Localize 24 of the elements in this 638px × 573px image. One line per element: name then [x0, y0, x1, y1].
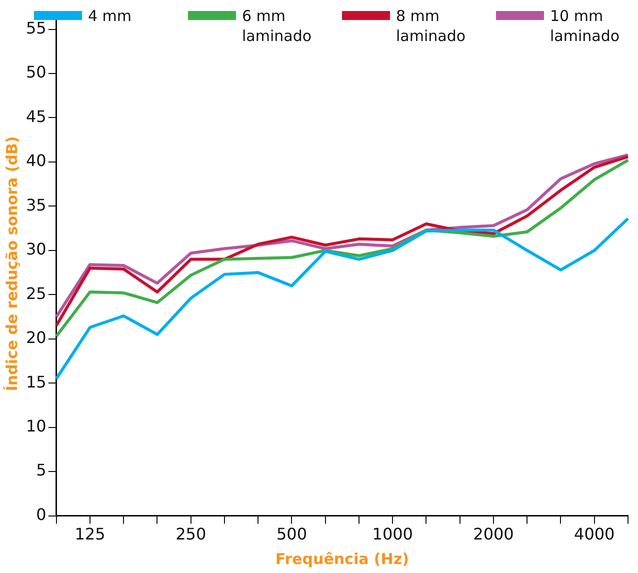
y-tick-label: 30: [26, 240, 46, 259]
y-tick-label: 35: [26, 195, 46, 214]
y-tick-label: 5: [36, 460, 46, 480]
x-tick-label: 1000: [372, 524, 413, 544]
y-axis-title: Índice de redução sonora (dB): [2, 136, 21, 392]
y-tick-label: 55: [26, 18, 46, 38]
legend-label: 6 mm laminado: [242, 6, 313, 46]
y-tick-label: 45: [26, 106, 46, 126]
x-tick-label: 250: [176, 524, 206, 544]
legend-label: 10 mm laminado: [550, 6, 621, 46]
y-tick-label: 0: [36, 504, 46, 524]
y-tick-label: 20: [26, 328, 46, 348]
x-tick-label: 125: [74, 524, 106, 544]
y-tick-label: 40: [26, 151, 46, 170]
x-tick-label: 500: [276, 524, 308, 544]
y-tick-label: 25: [26, 284, 46, 303]
y-tick-label: 15: [26, 372, 46, 392]
legend-label: 8 mm laminado: [396, 6, 467, 46]
y-tick-label: 50: [26, 62, 46, 82]
x-tick-label: 2000: [473, 524, 514, 544]
x-tick-label: 4000: [574, 524, 615, 544]
legend-label: 4 mm: [88, 6, 133, 26]
x-axis-title: Frequência (Hz): [275, 550, 409, 568]
y-tick-label: 10: [26, 416, 46, 436]
